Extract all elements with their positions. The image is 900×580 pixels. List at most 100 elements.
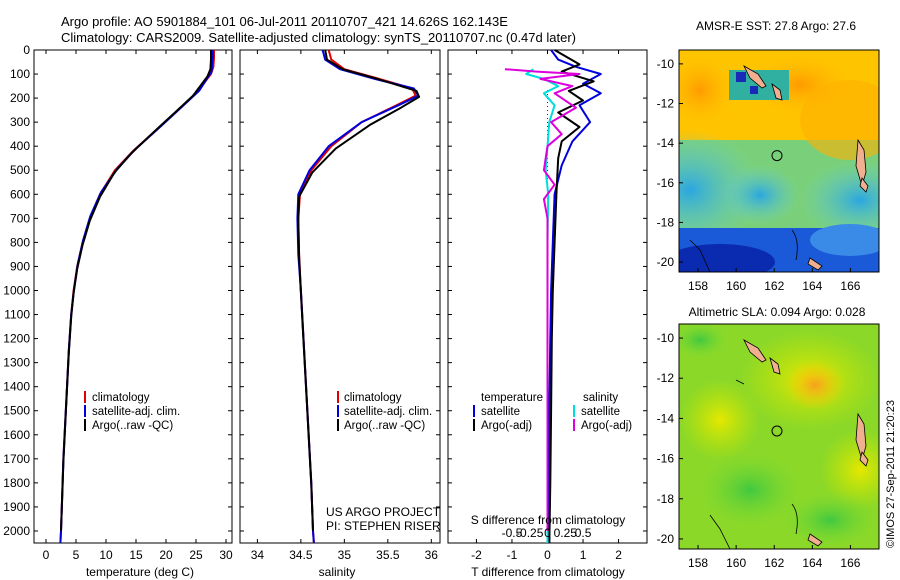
series-line-satellite-adj-clim- [296,49,420,544]
depth-tick-label: 1400 [3,380,30,394]
x-tick-label: 34 [251,548,265,562]
lon-tick-label: 162 [764,556,784,570]
x-tick-label: 36 [425,548,439,562]
x-tick-label: 34.5 [289,548,313,562]
legend-swatch-t-argo [473,419,475,431]
s-tick-label: 0.25 [554,526,578,540]
depth-tick-label: 2000 [3,524,30,538]
depth-tick-label: 100 [10,67,30,81]
temperature-legend: climatology satellite-adj. clim. Argo(..… [84,391,180,432]
x-tick-label: -1 [507,548,518,562]
legend-temperature-header: temperature [481,392,543,404]
depth-tick-label: 1000 [3,283,30,297]
lon-tick-label: 164 [802,279,822,293]
x-tick-label: 0 [43,548,50,562]
lon-tick-label: 162 [764,279,784,293]
sla-map-axes: 158 160 162 164 166 -10 -12 -14 -16 -18 -20 [657,331,861,570]
temperature-series [59,50,215,544]
lat-tick-label: -12 [657,97,675,111]
lon-tick-label: 164 [802,556,822,570]
difference-x-axis: -2 -1 0 1 2 [471,50,622,562]
sst-map-axes: 158 160 162 164 166 -10 -12 -14 -16 -18 -20 [657,57,861,293]
sst-map-panel: AMSR-E SST: 27.8 Argo: 27.6 [657,19,880,293]
legend-salinity-header: salinity [583,392,618,404]
legend-swatch-t-satellite [473,405,475,417]
salinity-y-ticks [240,49,440,532]
series-line-climatology [297,49,417,544]
lon-tick-label: 158 [688,556,708,570]
x-tick-label: 25 [189,548,203,562]
legend-argo: Argo(..raw -QC) [92,420,173,432]
difference-legend: temperature salinity satellite Argo(-adj… [473,392,632,432]
header-line-2: Climatology: CARS2009. Satellite-adjuste… [61,30,576,45]
x-tick-label: 20 [159,548,173,562]
series-line-temperature-argo-adj- [548,49,595,544]
series-line-argo-raw-qc- [297,49,421,532]
series-line-salinity-argo-adj- [504,68,581,531]
salinity-panel: 34 34.5 35 35.5 36 salinity climatology sate… [239,49,441,579]
difference-series [504,49,602,544]
salinity-x-axis: 34 34.5 35 35.5 36 [251,50,439,562]
depth-tick-label: 1900 [3,500,30,514]
project-annotation: US ARGO PROJECT [326,505,441,519]
x-tick-label: 0 [544,548,551,562]
sla-argo-marker [771,425,783,437]
depth-tick-label: 700 [10,211,30,225]
x-tick-label: 2 [615,548,622,562]
series-line-climatology [59,50,215,544]
lat-tick-label: -20 [657,532,675,546]
depth-tick-label: 1600 [3,428,30,442]
s-tick-label: 0 [544,526,551,540]
legend-s-satellite: satellite [581,406,620,418]
salinity-series [296,49,421,544]
lat-tick-label: -16 [657,452,675,466]
depth-tick-label: 1700 [3,452,30,466]
imos-credit: ©IMOS 27-Sep-2011 21:20:23 [885,400,897,548]
t-difference-label: T difference from climatology [471,565,625,579]
legend-t-argo: Argo(-adj) [481,420,532,432]
lon-tick-label: 166 [840,556,860,570]
legend-swatch-argo [84,419,86,431]
sst-map-title: AMSR-E SST: 27.8 Argo: 27.6 [696,19,856,33]
depth-tick-label: 600 [10,187,30,201]
lat-tick-label: -14 [657,136,675,150]
series-line-temperature-satellite [548,49,602,543]
temperature-panel: 0100200300400500600700800900100011001200… [3,43,233,579]
lat-tick-label: -14 [657,411,675,425]
legend-s-argo: Argo(-adj) [581,420,632,432]
temperature-axes-frame [33,49,233,544]
legend-climatology: climatology [344,392,402,404]
s-difference-ticks: -0.5-0.25 0 0.250.5 [502,526,592,540]
legend-satellite: satellite-adj. clim. [92,406,180,418]
depth-tick-label: 1300 [3,356,30,370]
s-tick-label: -0.25 [516,526,544,540]
lon-tick-label: 160 [726,556,746,570]
lat-tick-label: -10 [657,331,675,345]
lat-tick-label: -18 [657,492,675,506]
x-tick-label: 1 [580,548,587,562]
legend-argo: Argo(..raw -QC) [344,420,425,432]
legend-climatology: climatology [92,392,150,404]
temperature-x-axis: 0 5 10 15 20 25 30 [43,50,233,562]
s-tick-label: 0.5 [575,526,592,540]
difference-panel: -2 -1 0 1 2 S difference from climatology -0… [447,49,648,579]
sla-map-title: Altimetric SLA: 0.094 Argo: 0.028 [689,305,866,319]
x-tick-label: 5 [73,548,80,562]
legend-swatch-s-satellite [573,405,575,417]
legend-swatch-climatology [84,391,86,403]
legend-swatch-climatology [337,391,339,403]
depth-tick-label: 400 [10,139,30,153]
salinity-xlabel: salinity [319,565,356,579]
sst-heatmap [679,50,879,272]
lat-tick-label: -16 [657,176,675,190]
x-tick-label: -2 [471,548,482,562]
x-tick-label: 35.5 [376,548,400,562]
depth-tick-label: 900 [10,259,30,273]
lat-tick-label: -12 [657,371,675,385]
legend-satellite: satellite-adj. clim. [344,406,432,418]
sla-heatmap [679,324,879,549]
legend-swatch-satellite [337,405,339,417]
x-tick-label: 15 [129,548,143,562]
depth-tick-label: 1200 [3,332,30,346]
